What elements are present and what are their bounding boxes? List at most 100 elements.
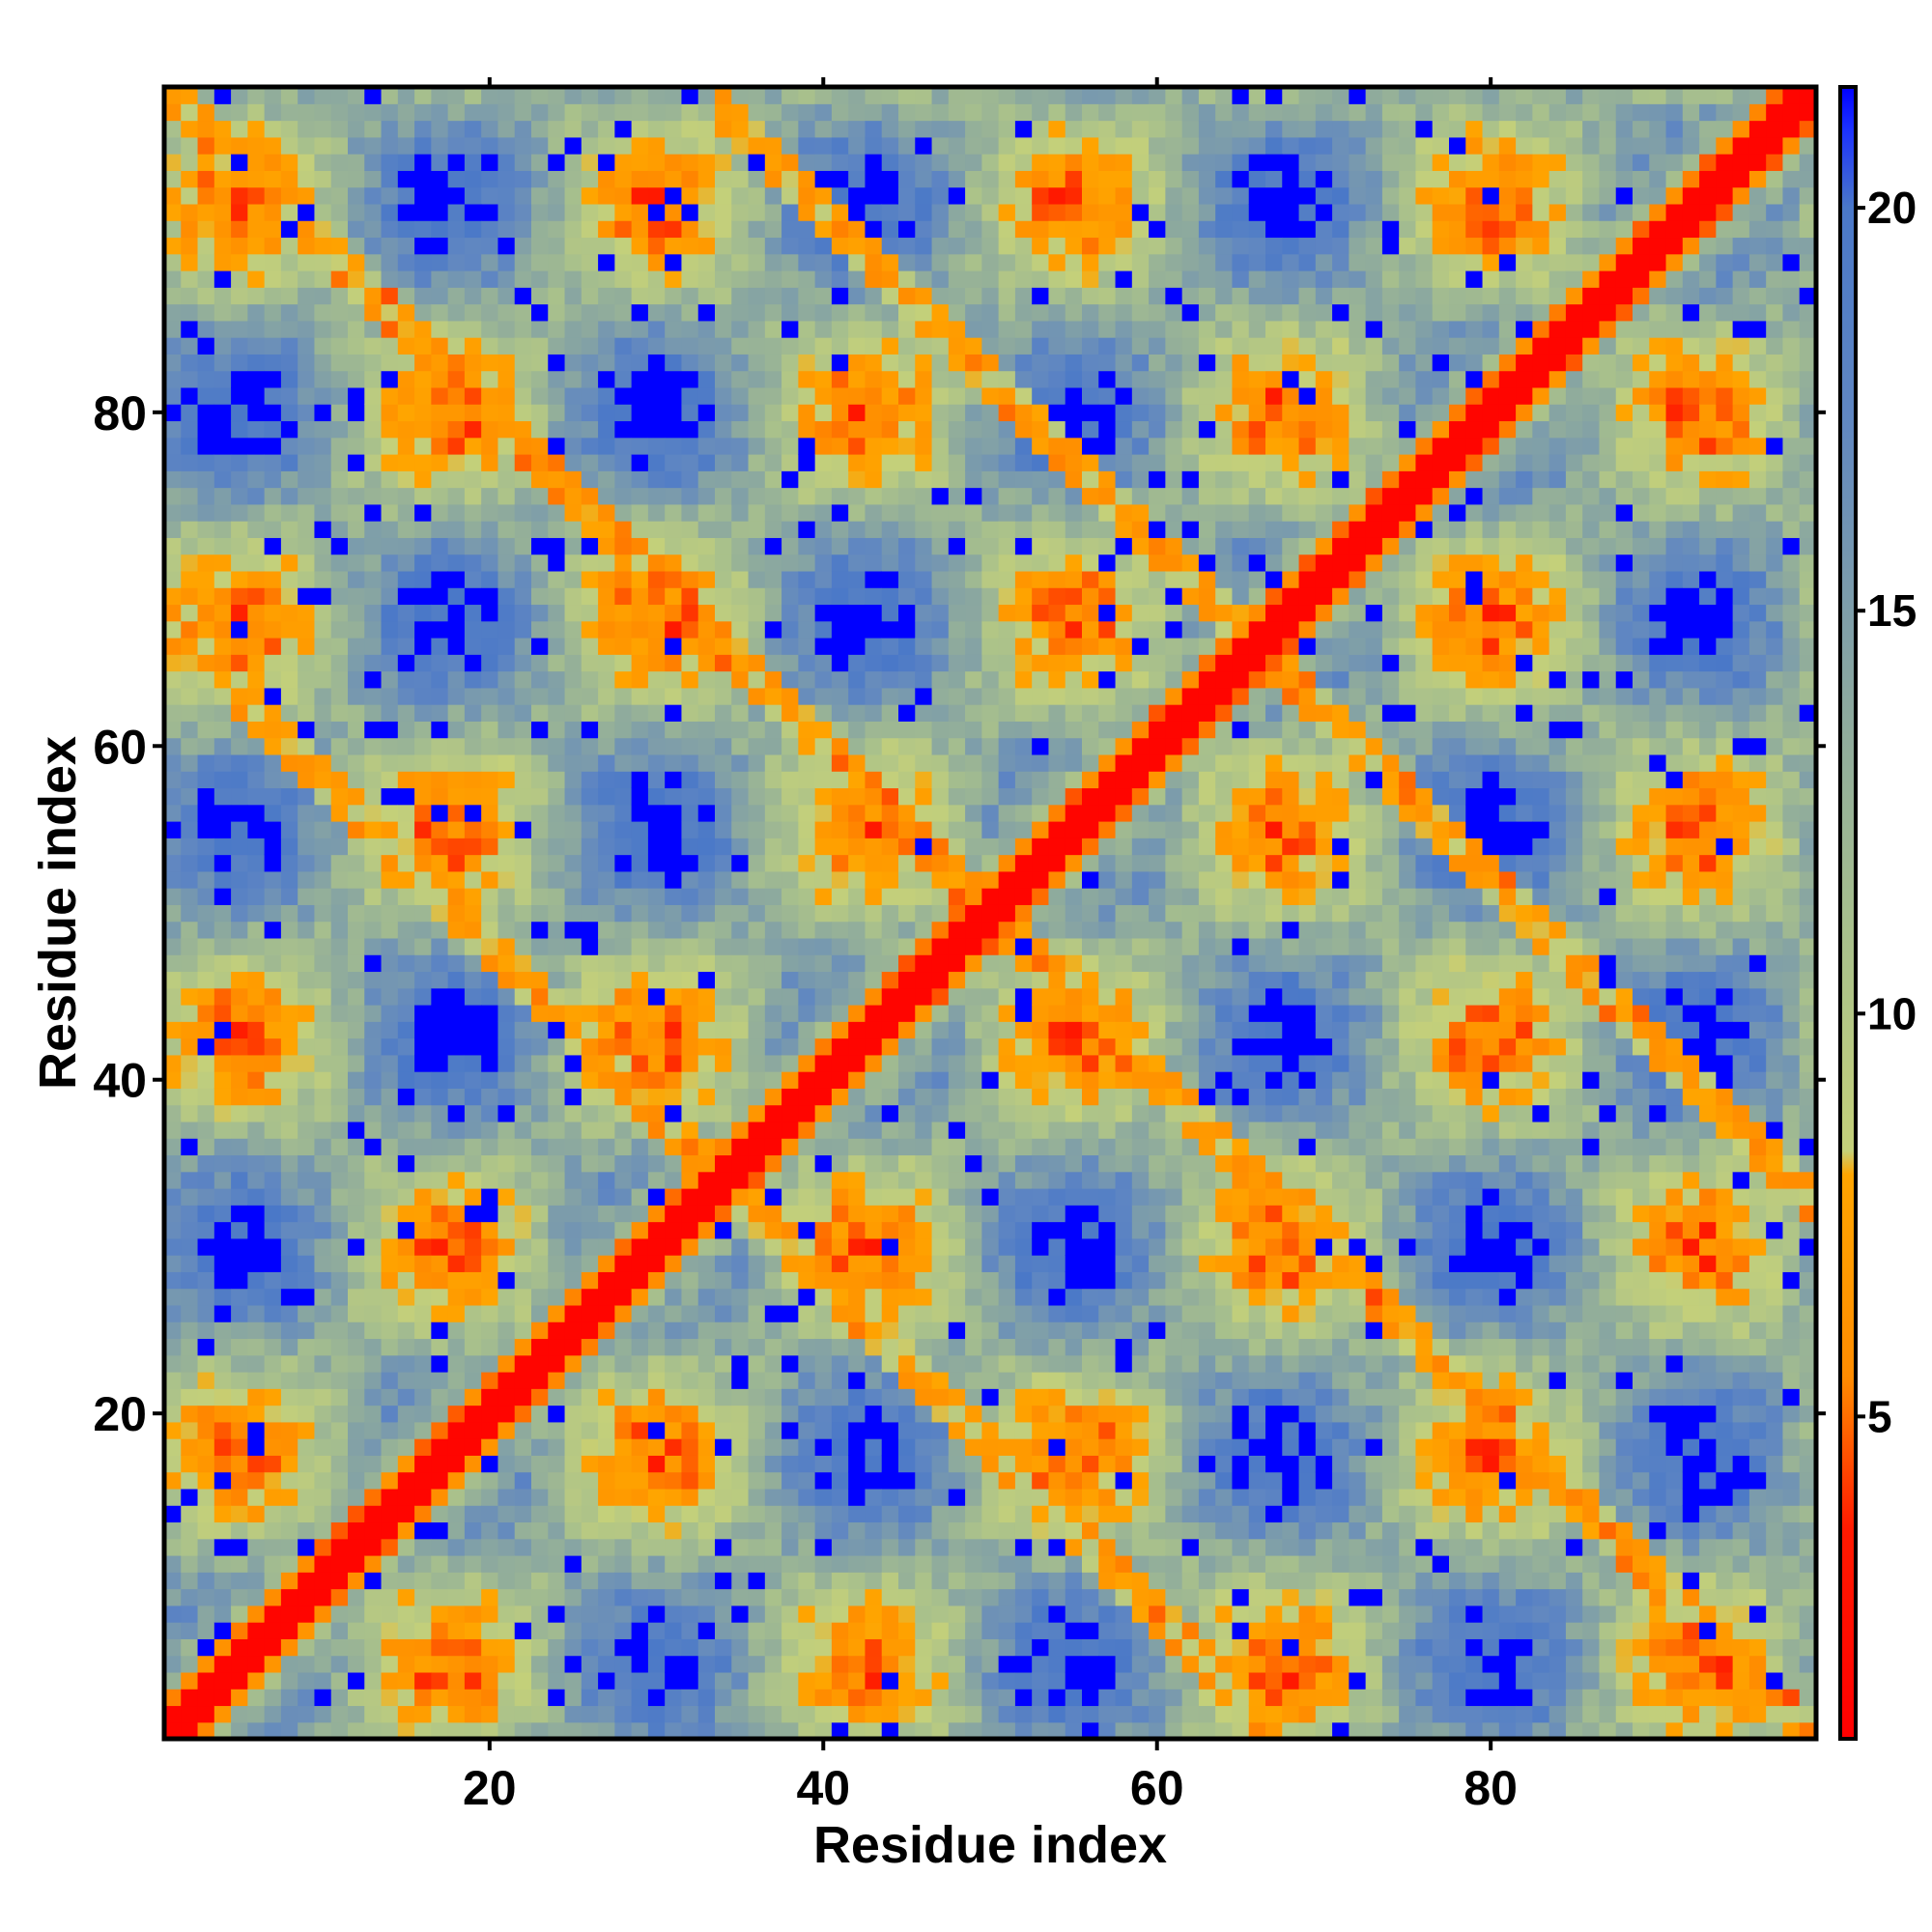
heatmap-cell (898, 1638, 916, 1657)
heatmap-cell (431, 1154, 449, 1173)
heatmap-cell (748, 203, 766, 221)
heatmap-cell (364, 404, 383, 422)
heatmap-cell (631, 904, 649, 923)
heatmap-cell (831, 870, 849, 889)
heatmap-cell (965, 1405, 982, 1423)
heatmap-cell (548, 1237, 566, 1256)
heatmap-cell (781, 1205, 799, 1223)
heatmap-cell (998, 1021, 1016, 1039)
heatmap-cell (581, 1005, 599, 1022)
heatmap-cell (715, 554, 732, 572)
heatmap-cell (814, 437, 833, 455)
heatmap-cell (298, 1538, 316, 1556)
heatmap-cell (531, 1438, 549, 1456)
heatmap-cell (581, 587, 599, 606)
heatmap-cell (247, 170, 266, 188)
heatmap-cell (181, 136, 199, 155)
heatmap-cell (464, 437, 482, 455)
heatmap-cell (213, 1521, 232, 1540)
heatmap-cell (981, 1304, 1000, 1322)
heatmap-cell (514, 1705, 532, 1723)
heatmap-cell (531, 1237, 549, 1256)
heatmap-cell (548, 1354, 566, 1373)
heatmap-cell (181, 921, 199, 939)
heatmap-cell (314, 1638, 332, 1657)
heatmap-cell (431, 1588, 449, 1606)
heatmap-cell (181, 1188, 199, 1206)
heatmap-cell (814, 1705, 833, 1723)
heatmap-cell (647, 503, 666, 522)
heatmap-cell (431, 237, 449, 255)
heatmap-cell (381, 1471, 399, 1490)
heatmap-cell (665, 1671, 683, 1690)
heatmap-cell (764, 1054, 782, 1072)
heatmap-cell (598, 87, 615, 104)
heatmap-cell (764, 1671, 782, 1690)
heatmap-cell (314, 737, 332, 755)
heatmap-cell (715, 1521, 732, 1540)
heatmap-cell (715, 888, 732, 905)
heatmap-cell (581, 1304, 599, 1322)
heatmap-cell (181, 1221, 199, 1239)
heatmap-cell (647, 1671, 666, 1690)
heatmap-cell (231, 1354, 248, 1373)
heatmap-cell (848, 1304, 867, 1322)
heatmap-cell (348, 386, 365, 405)
heatmap-cell (431, 203, 449, 221)
heatmap-cell (181, 1271, 199, 1290)
heatmap-cell (414, 404, 432, 422)
heatmap-cell (381, 203, 399, 221)
heatmap-cell (781, 386, 799, 405)
heatmap-cell (264, 420, 282, 439)
heatmap-cell (581, 704, 599, 722)
heatmap-cell (514, 270, 532, 288)
heatmap-cell (898, 1138, 916, 1156)
heatmap-cell (848, 1505, 867, 1523)
heatmap-cell (598, 503, 615, 522)
heatmap-cell (781, 287, 799, 305)
heatmap-cell (881, 1421, 899, 1439)
heatmap-cell (631, 136, 649, 155)
heatmap-cell (564, 370, 582, 388)
heatmap-cell (915, 370, 933, 388)
heatmap-cell (848, 337, 867, 355)
heatmap-cell (231, 687, 248, 705)
heatmap-cell (348, 554, 365, 572)
heatmap-cell (164, 487, 182, 505)
heatmap-cell (431, 1521, 449, 1540)
heatmap-cell (598, 1104, 615, 1122)
heatmap-cell (814, 1638, 833, 1657)
heatmap-cell (548, 420, 566, 439)
heatmap-cell (247, 537, 266, 555)
heatmap-cell (614, 270, 633, 288)
heatmap-cell (948, 1505, 966, 1523)
heatmap-cell (831, 1471, 849, 1490)
heatmap-cell (681, 1271, 699, 1290)
heatmap-cell (213, 1255, 232, 1272)
heatmap-cell (447, 454, 466, 471)
heatmap-cell (564, 1138, 582, 1156)
heatmap-cell (647, 1521, 666, 1540)
heatmap-cell (164, 354, 182, 372)
heatmap-cell (647, 870, 666, 889)
heatmap-cell (848, 1104, 867, 1122)
heatmap-cell (965, 287, 982, 305)
heatmap-cell (447, 1021, 466, 1039)
heatmap-cell (915, 870, 933, 889)
heatmap-cell (681, 771, 699, 789)
heatmap-cell (231, 570, 248, 588)
heatmap-cell (397, 1572, 415, 1590)
heatmap-cell (848, 136, 867, 155)
heatmap-cell (381, 670, 399, 689)
heatmap-cell (397, 921, 415, 939)
heatmap-cell (865, 1438, 883, 1456)
heatmap-cell (881, 1671, 899, 1690)
heatmap-cell (197, 1588, 215, 1606)
heatmap-cell (965, 638, 982, 655)
heatmap-cell (514, 604, 532, 622)
heatmap-cell (231, 620, 248, 639)
heatmap-cell (314, 1388, 332, 1406)
heatmap-cell (898, 1721, 916, 1740)
heatmap-cell (681, 1388, 699, 1406)
heatmap-cell (665, 253, 683, 271)
